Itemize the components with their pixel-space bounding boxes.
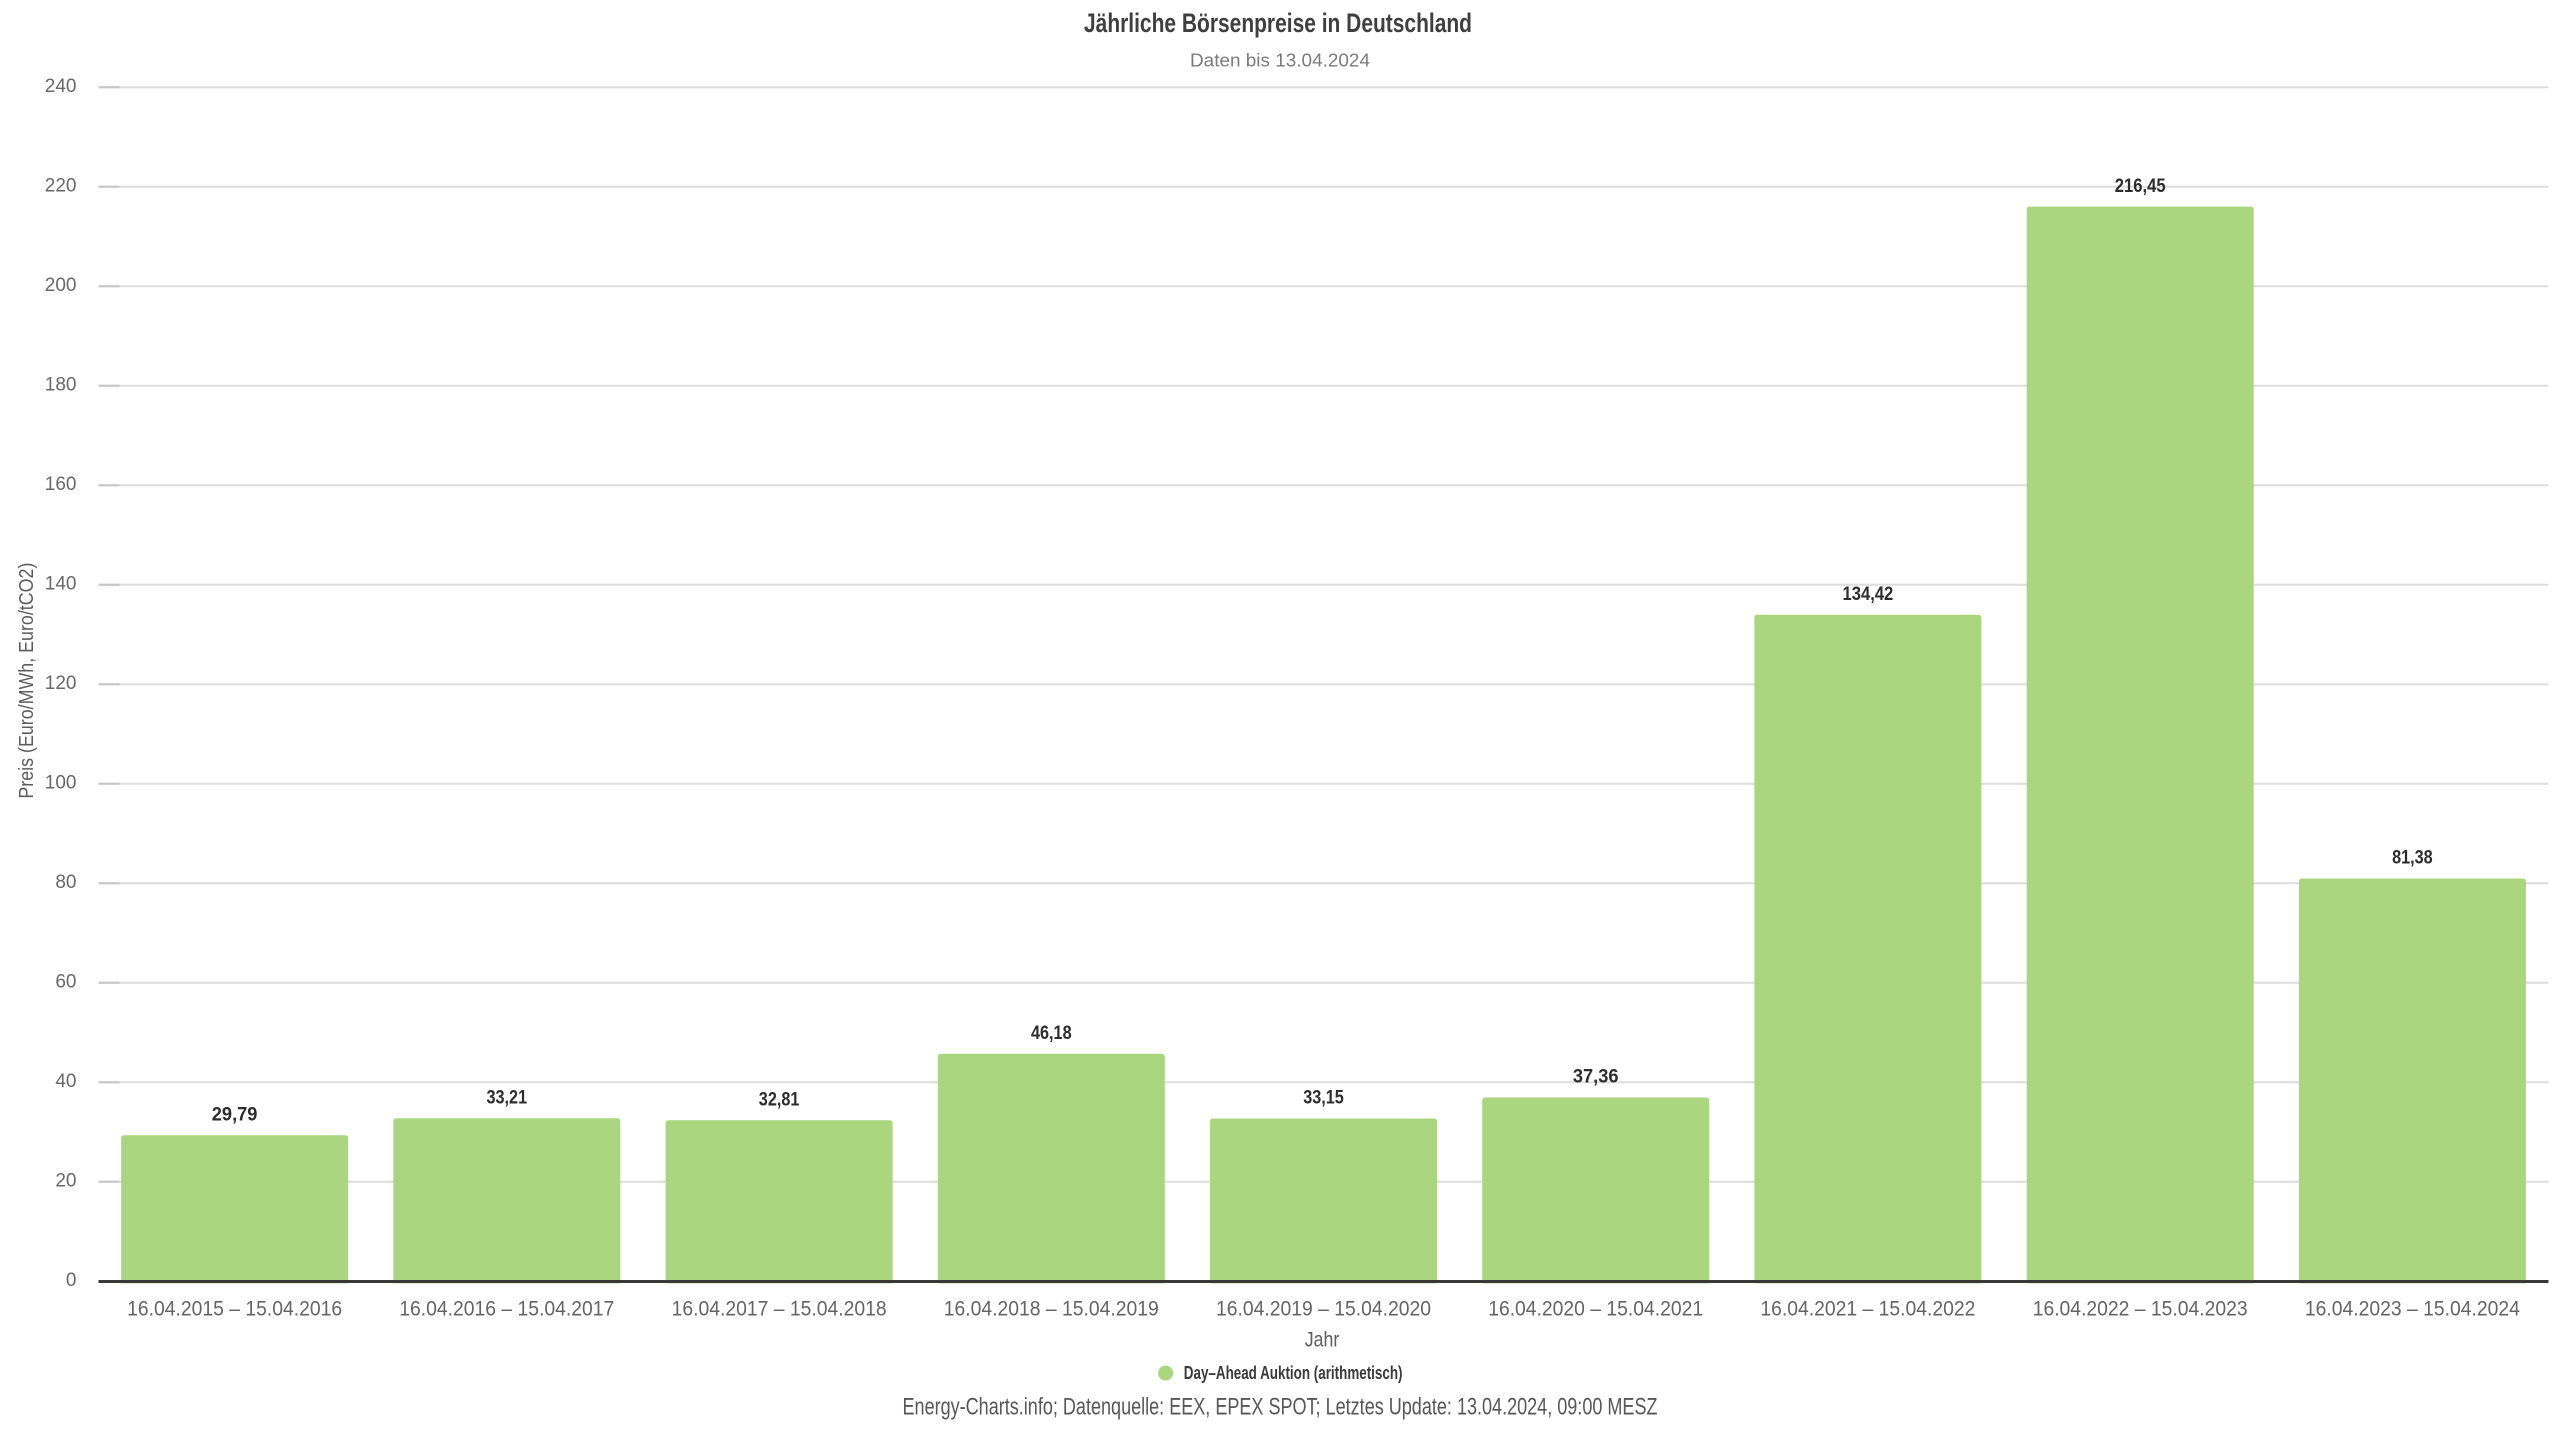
svg-text:240: 240	[45, 76, 77, 97]
svg-text:81,38: 81,38	[2392, 848, 2433, 869]
svg-text:Jährliche Börsenpreise in Deut: Jährliche Börsenpreise in Deutschland	[1084, 8, 1472, 38]
svg-text:216,45: 216,45	[2115, 176, 2166, 197]
svg-text:Day–Ahead Auktion (arithmetisc: Day–Ahead Auktion (arithmetisch)	[1184, 1363, 1403, 1383]
svg-text:100: 100	[45, 772, 77, 793]
svg-text:16.04.2020 – 15.04.2021: 16.04.2020 – 15.04.2021	[1488, 1298, 1703, 1321]
svg-text:33,21: 33,21	[487, 1087, 528, 1108]
svg-text:220: 220	[45, 175, 77, 196]
svg-text:Energy-Charts.info; Datenquell: Energy-Charts.info; Datenquelle: EEX, EP…	[903, 1393, 1658, 1420]
svg-text:140: 140	[45, 573, 77, 594]
svg-text:16.04.2015 – 15.04.2016: 16.04.2015 – 15.04.2016	[127, 1298, 342, 1321]
svg-text:200: 200	[45, 275, 77, 296]
svg-text:20: 20	[55, 1170, 76, 1191]
svg-text:16.04.2017 – 15.04.2018: 16.04.2017 – 15.04.2018	[672, 1298, 887, 1321]
svg-text:Daten bis 13.04.2024: Daten bis 13.04.2024	[1190, 50, 1370, 70]
svg-text:16.04.2018 – 15.04.2019: 16.04.2018 – 15.04.2019	[944, 1298, 1159, 1321]
svg-text:40: 40	[55, 1071, 76, 1092]
svg-text:134,42: 134,42	[1843, 584, 1894, 605]
svg-text:16.04.2021 – 15.04.2022: 16.04.2021 – 15.04.2022	[1760, 1298, 1975, 1321]
svg-text:16.04.2019 – 15.04.2020: 16.04.2019 – 15.04.2020	[1216, 1298, 1431, 1321]
svg-text:Jahr: Jahr	[1305, 1328, 1340, 1351]
svg-text:120: 120	[45, 673, 77, 694]
svg-text:32,81: 32,81	[759, 1089, 800, 1110]
svg-text:46,18: 46,18	[1031, 1023, 1072, 1044]
svg-text:16.04.2016 – 15.04.2017: 16.04.2016 – 15.04.2017	[399, 1298, 614, 1321]
svg-text:60: 60	[55, 971, 76, 992]
svg-text:Preis (Euro/MWh, Euro/tCO2): Preis (Euro/MWh, Euro/tCO2)	[16, 563, 38, 799]
svg-text:29,79: 29,79	[212, 1104, 258, 1125]
svg-text:33,15: 33,15	[1303, 1088, 1344, 1109]
svg-text:180: 180	[45, 374, 77, 395]
svg-text:0: 0	[66, 1270, 77, 1291]
svg-text:80: 80	[55, 872, 76, 893]
svg-text:160: 160	[45, 474, 77, 495]
svg-text:37,36: 37,36	[1573, 1067, 1619, 1088]
svg-text:16.04.2022 – 15.04.2023: 16.04.2022 – 15.04.2023	[2033, 1298, 2248, 1321]
svg-text:16.04.2023 – 15.04.2024: 16.04.2023 – 15.04.2024	[2305, 1298, 2520, 1321]
